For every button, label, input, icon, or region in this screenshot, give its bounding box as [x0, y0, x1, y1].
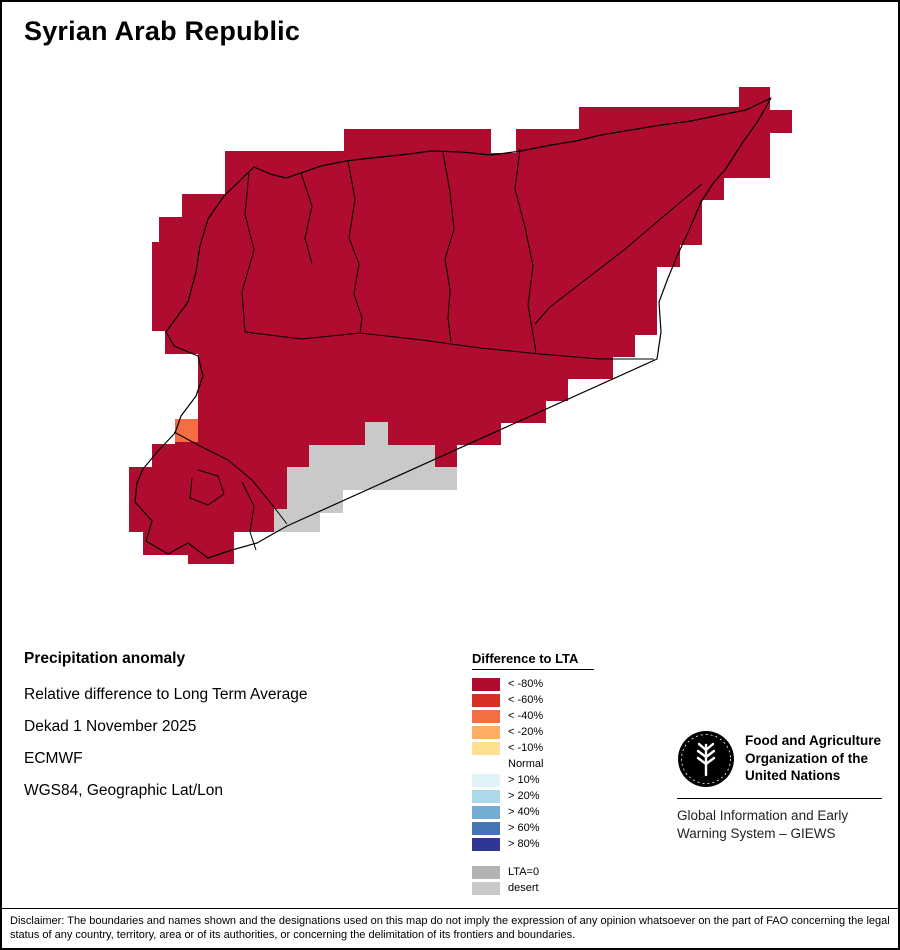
legend-swatch	[472, 822, 500, 835]
legend-label: < -80%	[508, 678, 544, 690]
legend-swatch	[472, 790, 500, 803]
legend-label: desert	[508, 882, 539, 894]
info-line-source: ECMWF	[24, 750, 83, 767]
legend-title: Difference to LTA	[472, 651, 594, 670]
info-line-method: Relative difference to Long Term Average	[24, 686, 308, 703]
legend-row: > 40%	[472, 806, 642, 819]
org-subtitle: Global Information and Early Warning Sys…	[677, 807, 885, 842]
legend-row: < -60%	[472, 694, 642, 707]
fao-logo-icon	[678, 731, 734, 787]
legend-label: > 80%	[508, 838, 540, 850]
legend-swatch	[472, 806, 500, 819]
legend-label: > 40%	[508, 806, 540, 818]
legend-swatch	[472, 758, 500, 771]
legend-label: < -20%	[508, 726, 544, 738]
legend-row: < -40%	[472, 710, 642, 723]
legend-row: > 80%	[472, 838, 642, 851]
admin-boundaries	[173, 148, 703, 551]
info-heading: Precipitation anomaly	[24, 650, 186, 667]
legend-swatch	[472, 678, 500, 691]
legend-row: < -80%	[472, 678, 642, 691]
org-name: Food and Agriculture Organization of the…	[745, 730, 881, 785]
legend-swatch	[472, 710, 500, 723]
legend-row: > 60%	[472, 822, 642, 835]
info-line-projection: WGS84, Geographic Lat/Lon	[24, 782, 224, 799]
legend-label: > 60%	[508, 822, 540, 834]
legend-swatch	[472, 866, 500, 879]
legend-row: < -10%	[472, 742, 642, 755]
legend-row: > 10%	[472, 774, 642, 787]
legend-swatch	[472, 742, 500, 755]
org-name-line: Food and Agriculture	[745, 733, 881, 748]
raster-orange-cell	[175, 419, 198, 442]
legend-row: LTA=0	[472, 866, 642, 879]
org-subtitle-line: Warning System – GIEWS	[677, 825, 836, 841]
legend-extra-list: LTA=0 desert	[472, 866, 642, 895]
legend-label: Normal	[508, 758, 544, 770]
legend-row: Normal	[472, 758, 642, 771]
legend-label: LTA=0	[508, 866, 540, 878]
disclaimer: Disclaimer: The boundaries and names sho…	[2, 908, 898, 948]
info-line-dekad: Dekad 1 November 2025	[24, 718, 197, 735]
org-block: Food and Agriculture Organization of the…	[677, 730, 885, 842]
legend-swatch	[472, 774, 500, 787]
legend-item-list: < -80% < -60% < -40% < -20% < -10% Normal > 10…	[472, 678, 642, 851]
info-block: Precipitation anomaly Relative differenc…	[24, 650, 424, 814]
legend-swatch	[472, 694, 500, 707]
org-subtitle-line: Global Information and Early	[677, 808, 849, 823]
legend-label: > 10%	[508, 774, 540, 786]
legend-row: < -20%	[472, 726, 642, 739]
legend: Difference to LTA < -80% < -60% < -40% < -2…	[472, 650, 642, 898]
legend-swatch	[472, 838, 500, 851]
raster-anomaly-region	[129, 87, 792, 564]
org-name-line: Organization of the	[745, 750, 868, 766]
legend-label: < -10%	[508, 742, 544, 754]
legend-label: < -40%	[508, 710, 544, 722]
org-name-line: United Nations	[745, 768, 841, 783]
legend-spacer	[472, 854, 642, 866]
country-boundary	[134, 97, 772, 559]
legend-label: > 20%	[508, 790, 540, 802]
legend-swatch	[472, 726, 500, 739]
legend-label: < -60%	[508, 694, 544, 706]
org-divider	[677, 798, 882, 799]
raster-gray-cells	[274, 422, 457, 532]
page-title: Syrian Arab Republic	[24, 16, 301, 46]
legend-row: > 20%	[472, 790, 642, 803]
legend-row: desert	[472, 882, 642, 895]
org-top: Food and Agriculture Organization of the…	[677, 730, 885, 788]
legend-swatch	[472, 882, 500, 895]
